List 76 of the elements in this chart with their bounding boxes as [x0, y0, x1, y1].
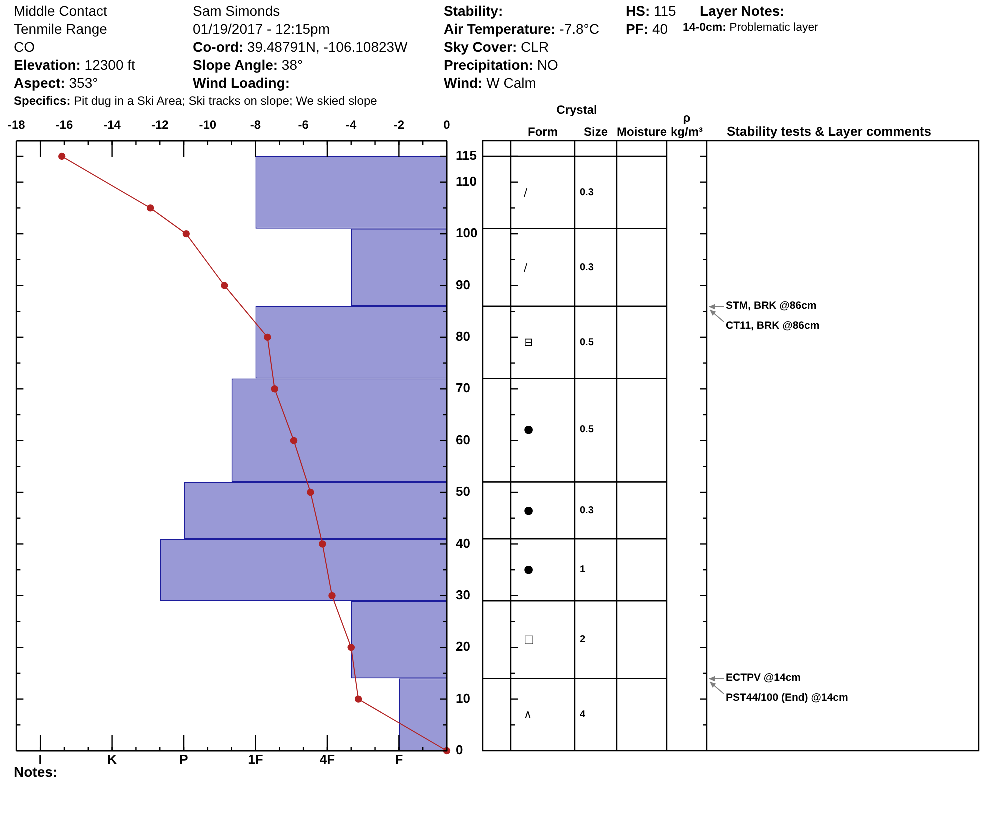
- text: 0.3: [580, 262, 594, 274]
- y-tick-label: 110: [456, 174, 477, 189]
- text: 0.5: [580, 337, 594, 348]
- text: F: [395, 752, 404, 767]
- category-label: Moisture: [617, 125, 668, 139]
- category-label: Stability tests & Layer comments: [727, 124, 932, 139]
- text: 2: [580, 634, 586, 646]
- x-tick-label: -6: [298, 118, 310, 132]
- text: Wind: W Calm: [444, 75, 536, 91]
- text: Crystal: [556, 103, 598, 117]
- text: Precipitation: NO: [444, 57, 558, 73]
- x-tick-label: -18: [8, 118, 26, 132]
- category-label: ρ kg/m³: [670, 111, 704, 139]
- x-tick-label: 0: [444, 118, 451, 132]
- text: PST44/100 (End) @14cm: [726, 692, 848, 705]
- text: Specifics: Pit dug in a Ski Area; Ski tracks on slope; We skied slope: [14, 94, 378, 108]
- text: 4F: [320, 752, 336, 767]
- text: Stability:: [444, 3, 504, 19]
- text: ●: [524, 504, 534, 517]
- x-tick-label: -16: [56, 118, 74, 132]
- text: ●: [524, 423, 534, 436]
- x-tick-label: -12: [151, 118, 170, 132]
- text: PF: 40: [626, 21, 668, 37]
- text: CO: [14, 39, 35, 56]
- text: Co-ord: 39.48791N, -106.10823W: [193, 39, 408, 55]
- text: 14-0cm: Problematic layer: [683, 22, 819, 34]
- text: ⊟: [524, 336, 534, 349]
- y-tick-label: 60: [456, 432, 470, 448]
- y-tick-label: 80: [456, 329, 470, 344]
- y-tick-label: 90: [456, 277, 470, 292]
- text: Middle Contact: [14, 3, 108, 20]
- x-tick-label: -2: [394, 118, 405, 132]
- text: Slope Angle: 38°: [193, 57, 304, 73]
- text: /: [524, 186, 528, 199]
- text: 1: [580, 564, 586, 576]
- y-tick-label: 30: [456, 587, 470, 602]
- y-tick-label: 70: [456, 380, 470, 396]
- y-tick-label: 115: [456, 148, 477, 164]
- category-label: Size: [584, 125, 608, 139]
- text: /: [524, 260, 528, 274]
- text: Sam Simonds: [193, 3, 280, 20]
- text: ∧: [524, 708, 532, 721]
- x-tick-label: -4: [346, 118, 358, 132]
- text: Elevation: 12300 ft: [14, 57, 136, 73]
- text: HS: 115: [626, 3, 676, 19]
- text: 0.3: [580, 505, 594, 516]
- y-tick-label: 0: [456, 742, 464, 758]
- text: K: [108, 752, 117, 767]
- text: CT11, BRK @86cm: [726, 320, 820, 333]
- text: P: [180, 752, 188, 767]
- text: Layer Notes:: [700, 3, 785, 19]
- category-label: Form: [528, 125, 558, 139]
- text: Aspect: 353°: [14, 75, 98, 91]
- x-tick-label: -10: [199, 118, 217, 132]
- text: 4: [580, 709, 586, 720]
- text: Air Temperature: -7.8°C: [444, 21, 600, 37]
- text: 01/19/2017 - 12:15pm: [193, 21, 330, 38]
- text: I: [38, 752, 42, 767]
- text: □: [524, 632, 534, 646]
- text: 0.3: [580, 187, 594, 198]
- x-tick-label: -8: [250, 118, 262, 132]
- text: ●: [524, 563, 534, 576]
- text: Tenmile Range: [14, 21, 108, 38]
- text: ECTPV @14cm: [726, 672, 802, 685]
- text: 0.5: [580, 424, 594, 436]
- y-tick-label: 20: [456, 639, 470, 654]
- text: Notes:: [14, 764, 58, 781]
- text: STM, BRK @86cm: [726, 300, 817, 313]
- y-tick-label: 10: [456, 690, 470, 706]
- text: 1F: [248, 752, 264, 767]
- y-tick-label: 50: [456, 484, 470, 500]
- x-tick-label: -14: [104, 118, 122, 132]
- text: Wind Loading:: [193, 75, 290, 91]
- y-tick-label: 40: [456, 536, 470, 551]
- y-tick-label: 100: [456, 226, 478, 241]
- text: Sky Cover: CLR: [444, 39, 550, 55]
